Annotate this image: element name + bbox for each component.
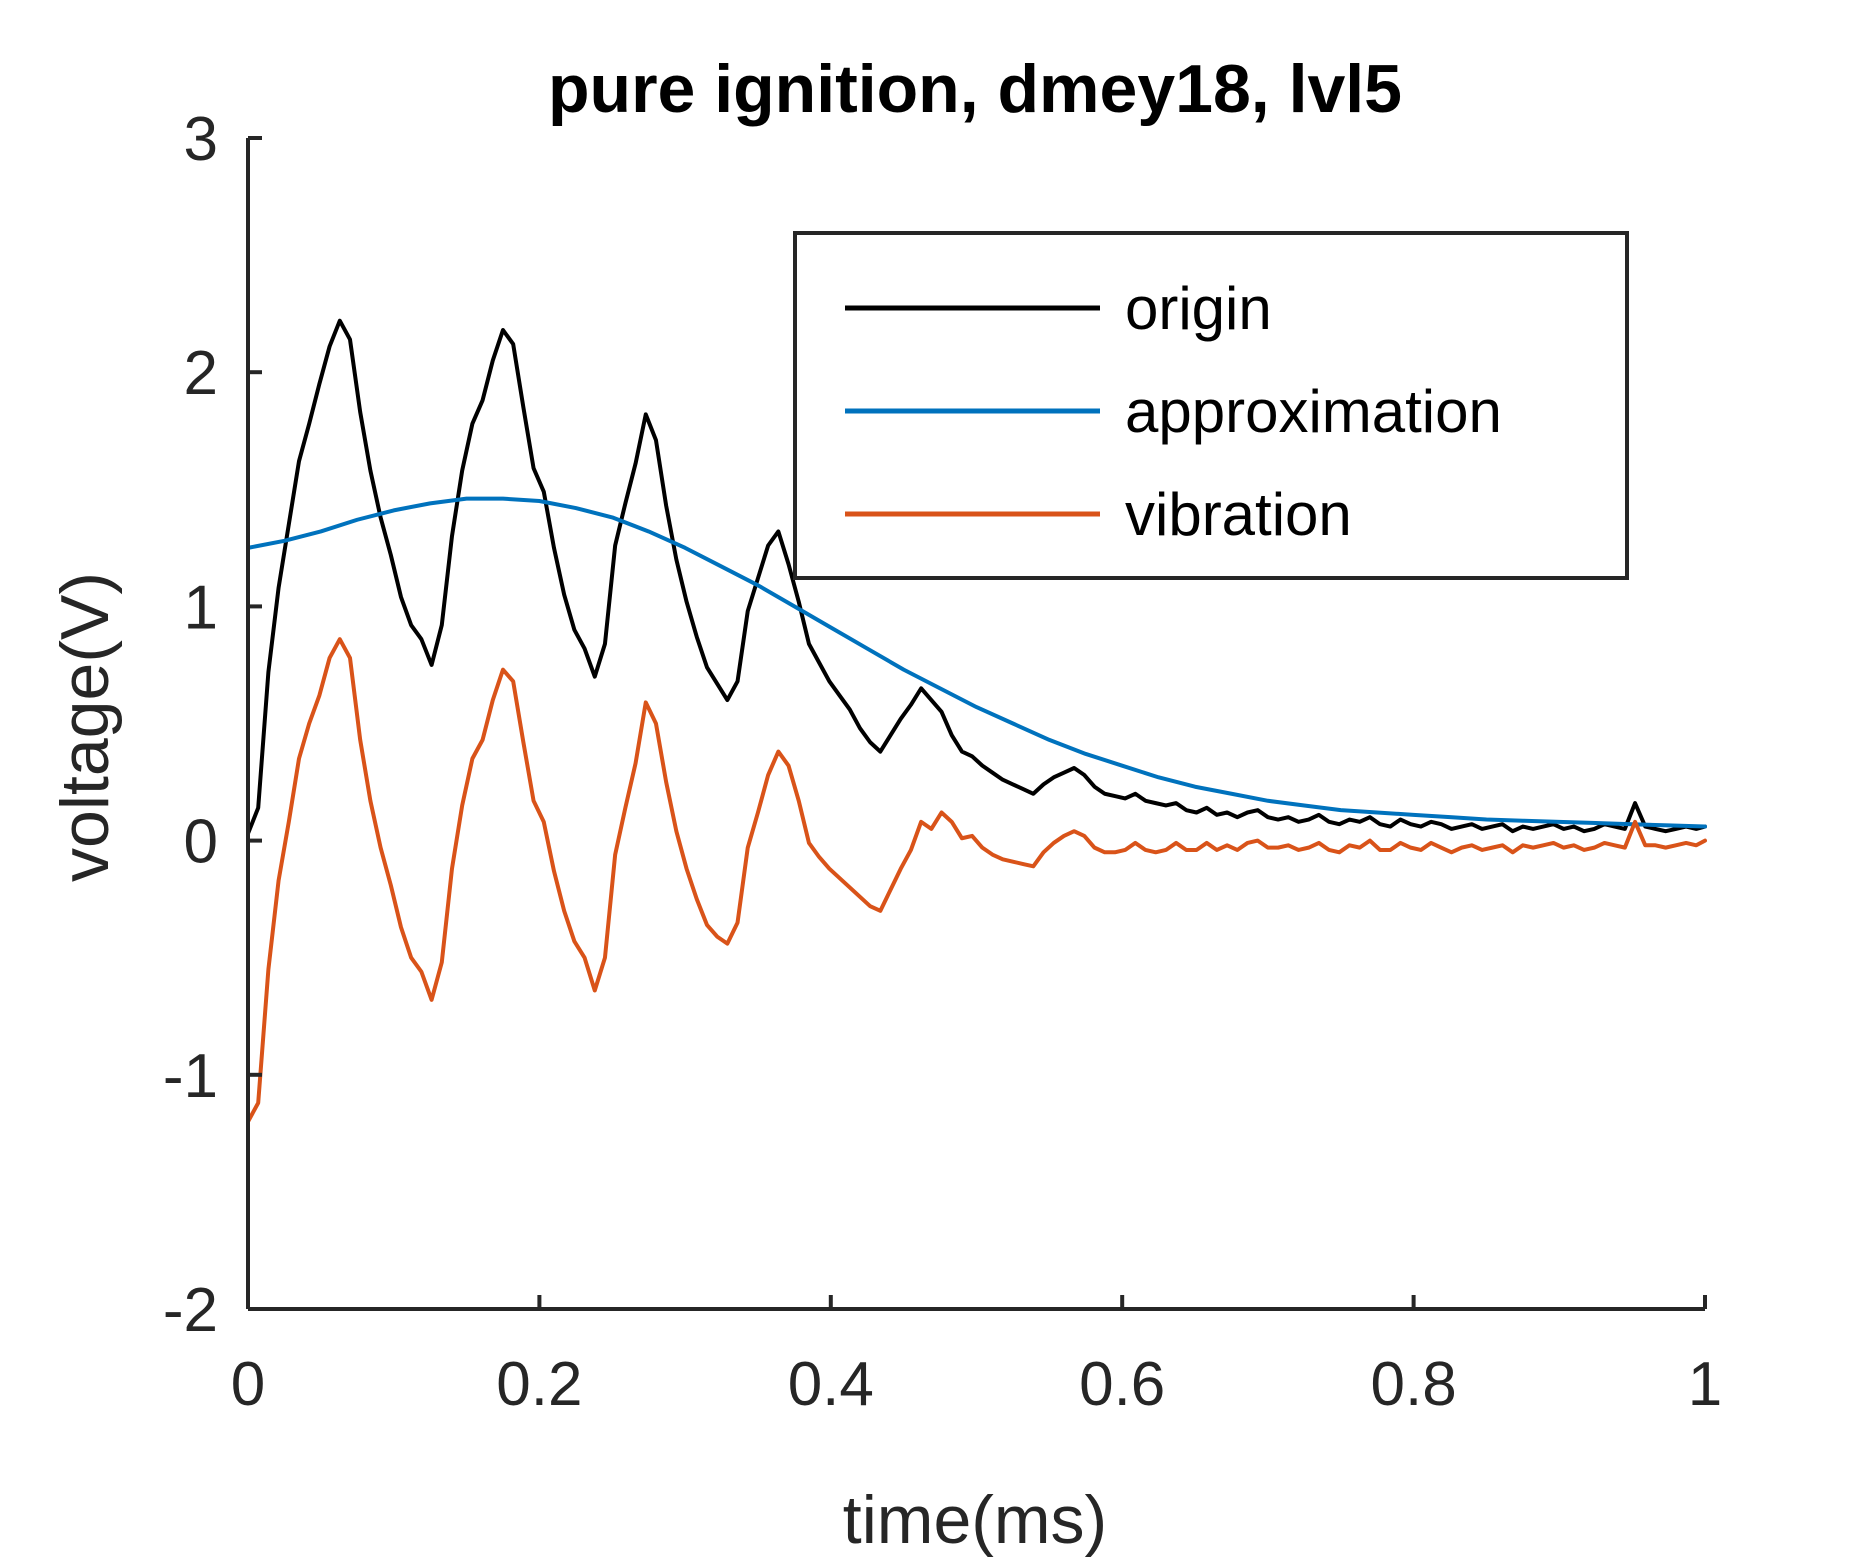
y-tick-label: 2 (184, 339, 218, 408)
y-axis-label: voltage(V) (47, 572, 123, 882)
y-tick-label: 1 (184, 573, 218, 642)
legend-label-approximation: approximation (1125, 378, 1502, 445)
series-line-approximation (246, 496, 1707, 829)
x-tick-label: 0.4 (788, 1350, 874, 1419)
series-line-origin (246, 318, 1707, 836)
y-tick-label: -1 (163, 1042, 218, 1111)
x-tick-label: 1 (1688, 1350, 1722, 1419)
chart-title: pure ignition, dmey18, lvl5 (548, 51, 1402, 127)
legend-box (793, 231, 1629, 580)
legend-label-vibration: vibration (1125, 481, 1352, 548)
legend-label-origin: origin (1125, 275, 1272, 342)
series-line-vibration (246, 637, 1707, 1124)
x-tick-label: 0.6 (1079, 1350, 1165, 1419)
legend: origin approximation vibration (793, 231, 1629, 580)
y-tick-label: -2 (163, 1276, 218, 1345)
y-tick-label: 3 (184, 105, 218, 174)
y-tick-label: 0 (184, 808, 218, 877)
x-tick-label: 0 (231, 1350, 265, 1419)
x-axis-label: time(ms) (843, 1482, 1107, 1558)
x-tick-label: 0.2 (496, 1350, 582, 1419)
series-group (246, 318, 1707, 1124)
x-tick-label: 0.8 (1370, 1350, 1456, 1419)
plot-area: 0 0.2 0.4 0.6 0.8 1 -2 -1 0 1 2 3 (163, 105, 1722, 1419)
